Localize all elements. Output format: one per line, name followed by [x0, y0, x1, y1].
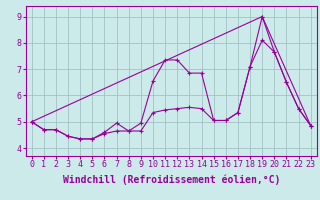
- X-axis label: Windchill (Refroidissement éolien,°C): Windchill (Refroidissement éolien,°C): [62, 175, 280, 185]
